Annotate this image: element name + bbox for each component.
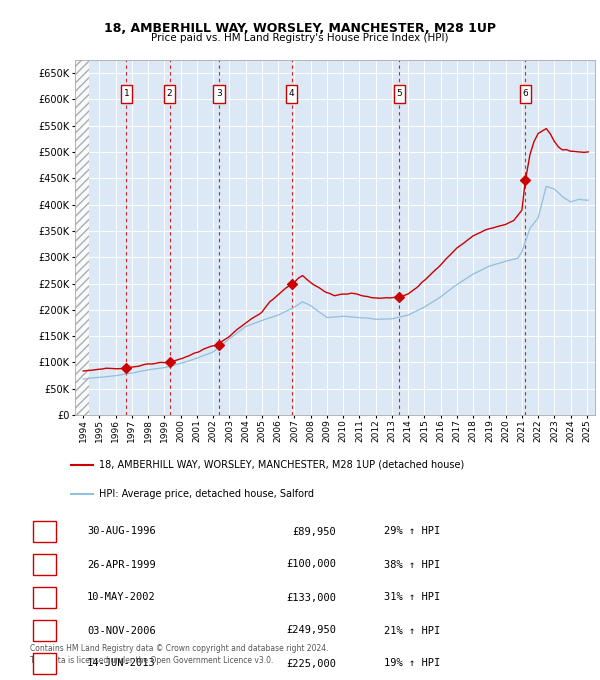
Text: This data is licensed under the Open Government Licence v3.0.: This data is licensed under the Open Gov… [30,656,274,665]
Point [287,278,296,289]
Text: £225,000: £225,000 [286,658,336,668]
Bar [75,60,89,415]
Bar [213,84,224,103]
Text: HPI: Average price, detached house, Salford: HPI: Average price, detached house, Salf… [99,488,314,498]
Text: 2: 2 [167,89,172,98]
Text: 14-JUN-2013: 14-JUN-2013 [87,658,156,668]
Text: 38% ↑ HPI: 38% ↑ HPI [384,560,440,570]
Text: 4: 4 [289,89,295,98]
Point [214,339,224,350]
Text: £133,000: £133,000 [286,592,336,602]
Text: 5: 5 [41,658,47,668]
Text: £249,950: £249,950 [286,626,336,636]
Text: 19% ↑ HPI: 19% ↑ HPI [384,658,440,668]
Text: 2: 2 [41,560,47,570]
Text: £89,950: £89,950 [292,526,336,537]
Text: 3: 3 [41,592,47,602]
Point [520,175,530,186]
Text: 5: 5 [397,89,402,98]
Text: 26-APR-1999: 26-APR-1999 [87,560,156,570]
Bar [520,84,531,103]
Point [165,357,175,368]
Bar [286,84,298,103]
Point [122,362,131,373]
Text: 1: 1 [124,89,129,98]
Text: 30-AUG-1996: 30-AUG-1996 [87,526,156,537]
Text: 31% ↑ HPI: 31% ↑ HPI [384,592,440,602]
Text: 4: 4 [41,626,47,636]
Text: £100,000: £100,000 [286,560,336,570]
Point [394,291,404,302]
Text: Price paid vs. HM Land Registry's House Price Index (HPI): Price paid vs. HM Land Registry's House … [151,33,449,43]
Text: 18, AMBERHILL WAY, WORSLEY, MANCHESTER, M28 1UP (detached house): 18, AMBERHILL WAY, WORSLEY, MANCHESTER, … [99,460,464,470]
Bar [164,84,175,103]
Bar [394,84,405,103]
Text: 1: 1 [41,526,47,537]
Bar [121,84,132,103]
Text: 3: 3 [216,89,222,98]
Text: Contains HM Land Registry data © Crown copyright and database right 2024.: Contains HM Land Registry data © Crown c… [30,644,329,653]
Text: 21% ↑ HPI: 21% ↑ HPI [384,626,440,636]
Text: 03-NOV-2006: 03-NOV-2006 [87,626,156,636]
Text: 18, AMBERHILL WAY, WORSLEY, MANCHESTER, M28 1UP: 18, AMBERHILL WAY, WORSLEY, MANCHESTER, … [104,22,496,35]
Text: 6: 6 [523,89,528,98]
Text: 29% ↑ HPI: 29% ↑ HPI [384,526,440,537]
Text: 10-MAY-2002: 10-MAY-2002 [87,592,156,602]
